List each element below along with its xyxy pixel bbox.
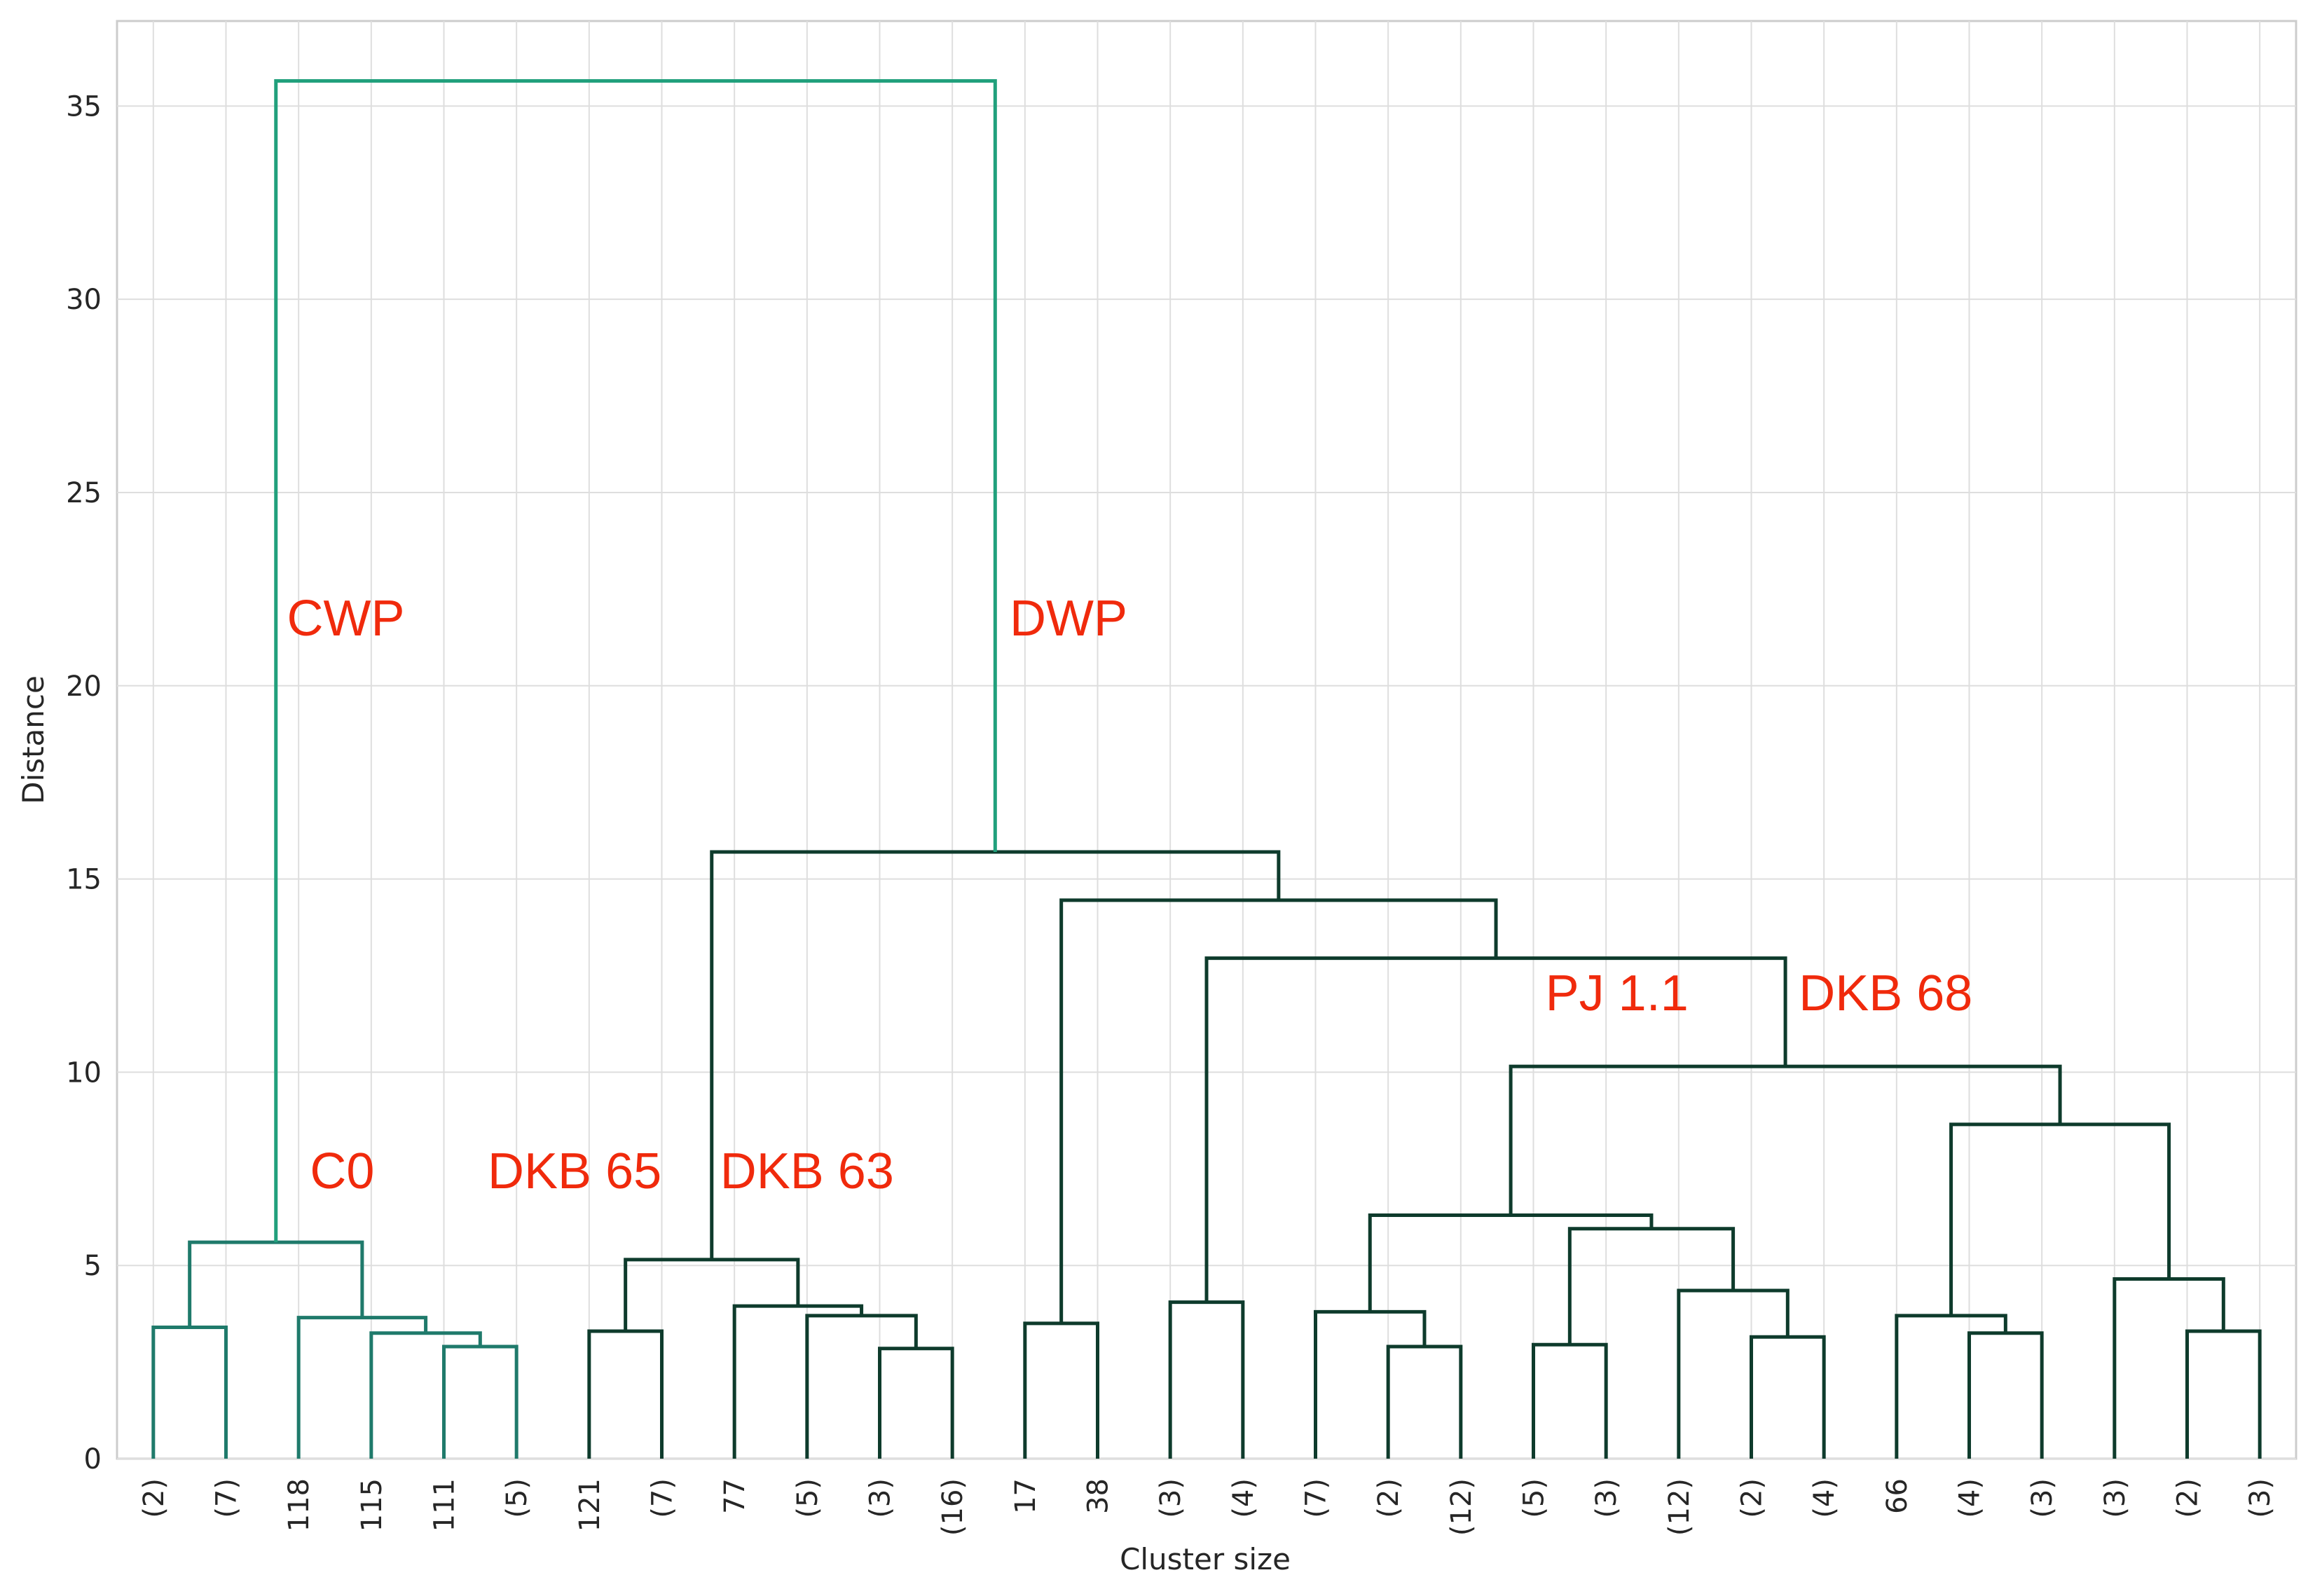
x-tick-label: 17: [1010, 1478, 1042, 1514]
cluster-annotation: DKB 65: [488, 1143, 661, 1199]
dendrogram-link-n17: [1677, 1288, 1790, 1459]
y-tick-label: 0: [84, 1443, 102, 1475]
dendrogram-link-n29: [274, 79, 997, 1243]
x-tick-label: (2): [1736, 1478, 1768, 1518]
x-tick-label: 111: [429, 1478, 461, 1532]
x-tick-label: (5): [1518, 1478, 1551, 1518]
cluster-annotation: DKB 63: [720, 1143, 894, 1199]
x-tick-label: (4): [1228, 1478, 1260, 1518]
x-tick-label: (12): [1663, 1478, 1696, 1536]
x-tick-label: (4): [1808, 1478, 1841, 1518]
grid-lines: [117, 21, 2296, 1459]
cluster-annotation: CWP: [287, 591, 405, 647]
x-tick-label: (7): [647, 1478, 679, 1518]
dendrogram-link-n6: [587, 1329, 664, 1459]
x-tick-label: 66: [1881, 1478, 1914, 1514]
x-tick-label: (3): [1155, 1478, 1187, 1518]
cluster-annotation: PJ 1.1: [1546, 965, 1689, 1021]
y-tick-label: 25: [66, 477, 102, 509]
x-tick-label: (4): [1954, 1478, 1986, 1518]
dendrogram-link-n22: [2185, 1329, 2262, 1459]
dendrogram-links: [151, 79, 2262, 1459]
dendrogram-link-n12: [1168, 1300, 1245, 1459]
x-tick-label: (3): [865, 1478, 897, 1518]
y-tick-label: 10: [66, 1057, 102, 1089]
x-tick-label: (2): [138, 1478, 170, 1518]
cluster-annotation: DWP: [1010, 591, 1127, 647]
dendrogram-link-n14: [1314, 1309, 1427, 1459]
x-tick-label: (12): [1445, 1478, 1478, 1536]
x-axis-label: Cluster size: [1120, 1542, 1291, 1576]
x-tick-label: 118: [283, 1478, 315, 1532]
dendrogram-link-n11: [1023, 1321, 1099, 1459]
x-tick-label: (2): [1373, 1478, 1405, 1518]
x-tick-label: (5): [792, 1478, 824, 1518]
x-tick-label: (7): [1300, 1478, 1333, 1518]
x-axis-ticks: (2) (7) 118 115 111 (5) 121 (7) 77 (5) (3) (16) 17 38…: [138, 1478, 2276, 1536]
cluster-annotations: CWP DWP C0 DKB 65 DKB 63 PJ 1.1 DKB 68: [287, 591, 1973, 1199]
y-tick-label: 20: [66, 670, 102, 703]
x-tick-label: (2): [2172, 1478, 2204, 1518]
cluster-annotation: C0: [310, 1143, 374, 1199]
cluster-annotation: DKB 68: [1799, 965, 1972, 1021]
y-tick-label: 5: [84, 1250, 102, 1282]
dendrogram-link-n10: [624, 1258, 800, 1331]
x-tick-label: 77: [719, 1478, 751, 1514]
x-tick-label: (5): [501, 1478, 533, 1518]
x-tick-label: 115: [356, 1478, 388, 1532]
dendrogram-link-n27: [1059, 898, 1498, 1323]
y-tick-label: 35: [66, 90, 102, 123]
x-tick-label: (16): [937, 1478, 969, 1536]
x-tick-label: (3): [1591, 1478, 1623, 1518]
x-tick-label: 121: [574, 1478, 606, 1532]
y-axis-label: Distance: [16, 675, 50, 804]
y-tick-label: 15: [66, 864, 102, 896]
x-tick-label: (3): [2099, 1478, 2131, 1518]
dendrogram-link-n28: [710, 850, 1281, 1260]
y-tick-label: 30: [66, 284, 102, 316]
x-tick-label: (7): [211, 1478, 243, 1518]
y-axis-ticks: 0 5 10 15 20 25 30 35: [66, 90, 102, 1475]
x-tick-label: (3): [2244, 1478, 2276, 1518]
dendrogram-link-n3: [369, 1331, 482, 1459]
dendrogram-link-n5: [188, 1240, 364, 1328]
dendrogram-link-n20: [1967, 1331, 2044, 1459]
x-tick-label: 38: [1083, 1478, 1115, 1514]
x-tick-label: (3): [2026, 1478, 2059, 1518]
